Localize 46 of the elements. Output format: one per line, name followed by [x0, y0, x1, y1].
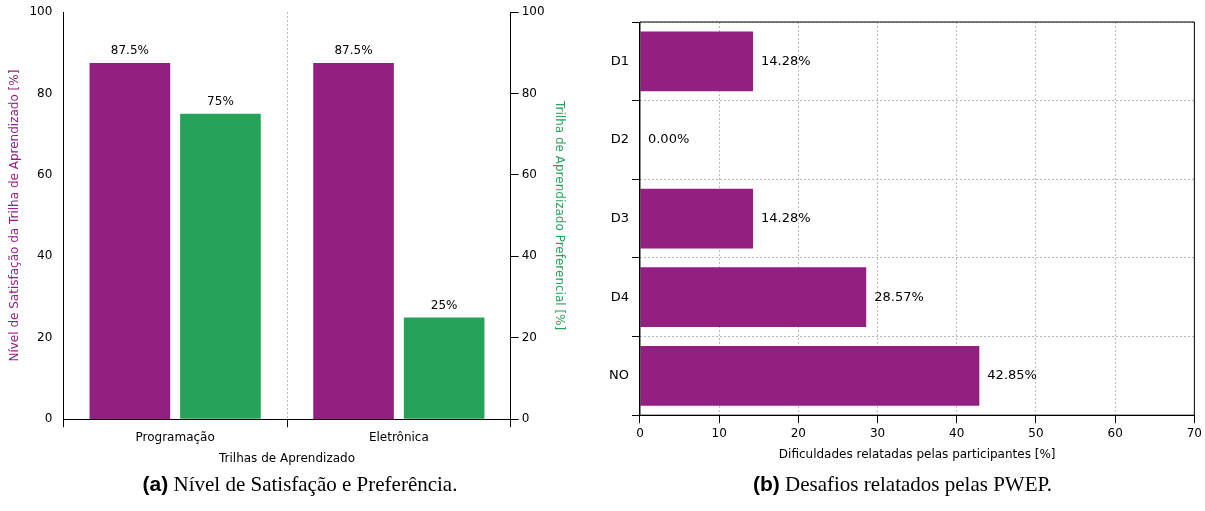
x-tick-label: 60 [1107, 425, 1123, 440]
data-label: 25% [430, 297, 458, 312]
x-axis-title: Trilhas de Aprendizado [217, 450, 356, 465]
x-tick-label: Eletrônica [368, 429, 429, 444]
bar [640, 31, 754, 92]
y2-tick-label: 80 [521, 85, 537, 100]
y-tick-label: 100 [29, 4, 53, 19]
y-tick-label: 60 [37, 167, 53, 182]
y2-axis-title: Trilha de Aprendizado Preferencial [%] [552, 100, 567, 331]
y-tick-label: NO [608, 367, 629, 383]
x-axis-title: Dificuldades relatadas pelas participantes [%] [778, 446, 1056, 461]
y2-tick-label: 100 [521, 4, 545, 19]
y-tick-label: D4 [610, 288, 629, 304]
data-label: 87.5% [334, 43, 373, 58]
x-tick-label: 40 [949, 425, 965, 440]
y-tick-label: 20 [37, 329, 53, 344]
y-tick-label: D3 [610, 209, 629, 225]
text: (b) Desafios relatados pelas PWEP. [751, 472, 1054, 497]
bar [640, 346, 980, 406]
data-label: 14.28% [761, 209, 811, 225]
x-tick-label: 10 [711, 425, 727, 440]
y-tick-label: D2 [610, 131, 629, 147]
y-tick-label: D1 [610, 52, 629, 68]
x-tick-label: 30 [869, 425, 886, 440]
x-tick-label: 70 [1186, 425, 1203, 440]
y-tick-label: 40 [37, 248, 53, 263]
bar [640, 188, 754, 249]
data-label: 42.85% [987, 367, 1037, 383]
y2-tick-label: 60 [521, 167, 537, 182]
y-tick-label: 0 [44, 411, 53, 426]
y2-tick-label: 20 [521, 329, 537, 344]
text: (a) Nível de Satisfação e Preferência. [141, 472, 459, 497]
y2-tick-label: 40 [521, 248, 537, 263]
data-label: 0.00% [647, 131, 690, 147]
data-label: 87.5% [110, 43, 149, 58]
bar [640, 267, 867, 328]
data-label: 28.57% [874, 288, 924, 304]
y2-tick-label: 0 [521, 411, 530, 426]
x-tick-label: 0 [636, 425, 644, 440]
y-tick-label: 80 [37, 85, 53, 100]
y-axis-title: Nível de Satisfação da Trilha de Aprendizado [%] [7, 69, 22, 362]
x-tick-label: Programação [135, 429, 215, 444]
x-tick-label: 20 [790, 425, 806, 440]
data-label: 14.28% [761, 52, 811, 68]
data-label: 75% [207, 93, 234, 108]
x-tick-label: 50 [1028, 425, 1044, 440]
